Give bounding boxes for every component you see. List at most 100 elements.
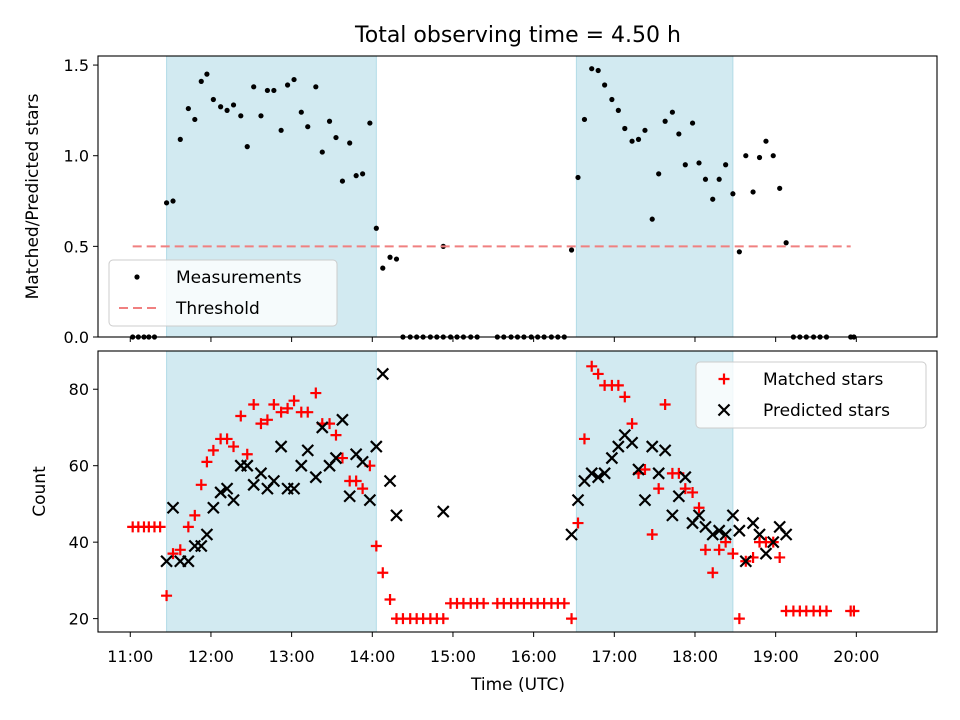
measurement-point [353, 173, 359, 179]
legend-marker [134, 274, 140, 280]
predicted-star-point [301, 444, 315, 457]
y-tick-label: 60 [69, 457, 89, 476]
measurement-point [716, 176, 722, 182]
predicted-star-point [739, 554, 753, 568]
y-tick-label: 0.5 [64, 237, 89, 256]
measurement-point [326, 118, 333, 124]
measurement-point [177, 136, 183, 142]
measurement-point [238, 113, 244, 119]
measurement-point [387, 254, 393, 260]
measurement-point [163, 200, 170, 206]
measurement-point [730, 191, 736, 197]
matched-star-point [619, 391, 631, 403]
predicted-star-point [598, 467, 611, 480]
measurement-point [642, 127, 648, 133]
predicted-star-point [753, 528, 766, 541]
legend: Measurements Threshold [108, 259, 338, 327]
matched-star-point [566, 613, 578, 625]
matched-star-point [612, 379, 624, 391]
predicted-star-point [712, 524, 726, 537]
matched-star-point [182, 521, 194, 533]
predicted-star-point [356, 455, 369, 469]
measurement-point [339, 178, 346, 184]
measurement-point [278, 127, 284, 133]
matched-star-point [261, 414, 273, 426]
predicted-star-point [207, 501, 220, 515]
predicted-star-point [315, 421, 329, 434]
measurement-point [656, 171, 662, 177]
matched-star-point [357, 483, 369, 495]
measurement-point [251, 84, 257, 90]
matched-star-point [699, 544, 711, 556]
matched-star-point [336, 452, 348, 464]
predicted-star-point [200, 528, 214, 541]
measurement-point [662, 118, 668, 124]
measurement-point [284, 82, 291, 88]
y-tick-label: 80 [69, 380, 89, 399]
matched-star-point [255, 418, 267, 430]
legend-box [695, 361, 927, 429]
predicted-star-point [658, 444, 672, 457]
predicted-star-point [719, 528, 732, 541]
matched-star-point [288, 395, 300, 407]
x-tick-label: 13:00 [269, 647, 315, 666]
predicted-star-point [591, 470, 605, 484]
predicted-star-point [571, 493, 585, 507]
matched-star-point [727, 548, 739, 560]
predicted-star-point [692, 509, 706, 522]
predicted-star-point [220, 482, 234, 495]
predicted-star-point [166, 501, 180, 515]
y-tick-label: 1.0 [64, 147, 89, 166]
measurement-point [360, 171, 366, 177]
predicted-star-point [329, 451, 343, 465]
matched-star-point [282, 402, 294, 414]
x-tick-label: 16:00 [511, 647, 557, 666]
predicted-star-point [437, 505, 450, 518]
predicted-star-point [706, 528, 720, 541]
measurement-point [333, 134, 339, 141]
observing-interval-shade [575, 55, 734, 338]
predicted-star-point [672, 490, 686, 503]
measurement-point [723, 162, 729, 168]
measurement-point [756, 154, 763, 161]
matched-star-point [720, 536, 732, 548]
predicted-star-point [343, 490, 356, 503]
measurement-point [305, 124, 311, 130]
matched-star-point [478, 597, 490, 609]
predicted-star-point [746, 516, 760, 530]
measurement-point [185, 105, 191, 112]
legend-label: Measurements [176, 268, 302, 288]
predicted-star-point [274, 440, 288, 453]
measurement-point [702, 176, 709, 182]
measurement-point [258, 113, 264, 119]
matched-star-point [241, 448, 253, 460]
predicted-star-point [625, 436, 639, 450]
matched-star-point [195, 479, 207, 491]
count-panel: 20 40 60 80 11:00 12:00 13:00 14:00 15:00 16:00 17… [30, 350, 938, 666]
measurement-point [710, 196, 716, 202]
measurement-point [669, 109, 675, 115]
y-tick-label: 1.5 [64, 56, 89, 75]
measurement-point [635, 136, 642, 142]
predicted-star-point [632, 463, 645, 476]
predicted-star-point [160, 554, 173, 568]
measurement-point [271, 87, 277, 94]
matched-star-point [201, 456, 213, 468]
matched-star-point [207, 444, 219, 456]
measurement-point [622, 125, 628, 132]
measurement-point [629, 138, 635, 144]
measurement-point [649, 216, 655, 222]
predicted-star-point [666, 509, 679, 522]
matched-star-point [774, 551, 786, 563]
y-tick-label: 20 [69, 610, 89, 629]
axes-frame [97, 55, 938, 338]
measurement-point [615, 107, 621, 113]
measurement-point [230, 102, 237, 108]
ratio-panel: 0.0 0.5 1.0 1.5 Matched/Predicted stars Measu… [23, 55, 938, 347]
matched-star-point [713, 544, 725, 556]
legend-label: Predicted stars [763, 401, 890, 421]
matched-star-point [586, 360, 598, 372]
matched-star-point [302, 406, 314, 418]
measurement-point [218, 104, 224, 110]
